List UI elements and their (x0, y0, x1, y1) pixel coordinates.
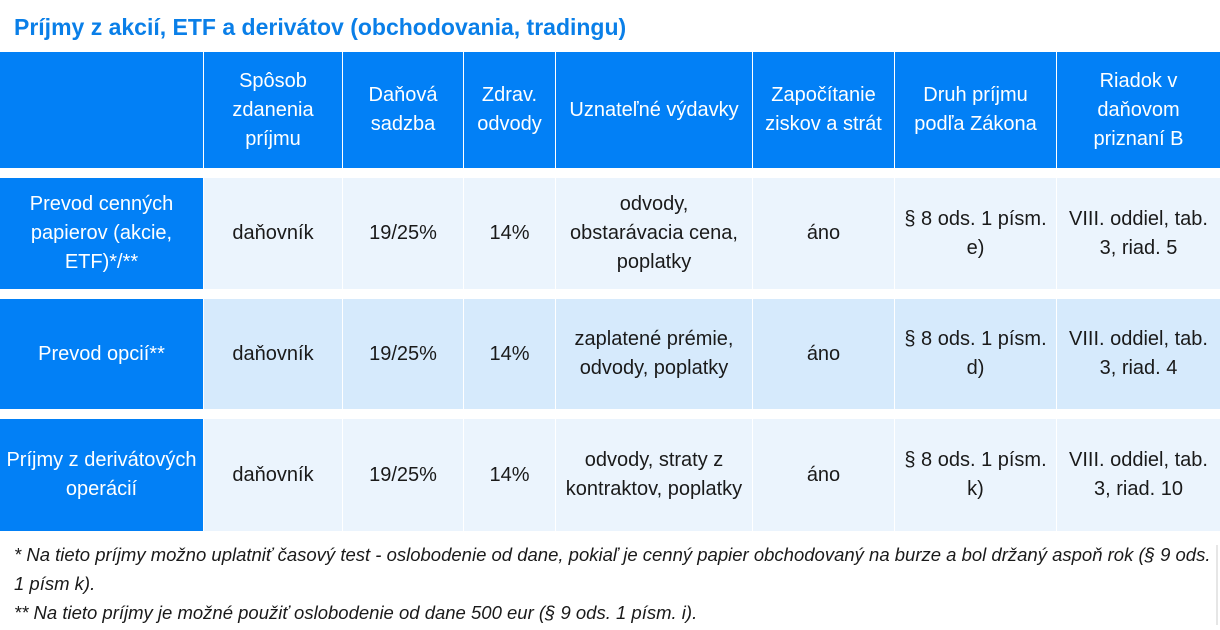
cell-tax-return-line: VIII. oddiel, tab. 3, riad. 4 (1057, 299, 1220, 409)
footnote-500-eur-exemption: ** Na tieto príjmy je možné použiť oslob… (14, 602, 698, 623)
table-header-row: Spôsob zdanenia príjmu Daňová sadzba Zdr… (0, 52, 1220, 168)
footnote-time-test: * Na tieto príjmy možno uplatniť časový … (14, 544, 1211, 594)
cell-income-type: § 8 ods. 1 písm. d) (895, 299, 1057, 409)
cell-tax-return-line: VIII. oddiel, tab. 3, riad. 5 (1057, 178, 1220, 289)
cell-profit-loss-offset: áno (753, 178, 895, 289)
cell-taxation-method: daňovník (204, 178, 343, 289)
header-tax-rate: Daňová sadzba (343, 52, 464, 168)
cell-deductible-expenses: odvody, obstarávacia cena, poplatky (556, 178, 753, 289)
row-label: Príjmy z derivátových operácií (0, 419, 204, 531)
header-health-contributions: Zdrav. odvody (464, 52, 556, 168)
cell-tax-rate: 19/25% (343, 419, 464, 531)
table-row: Prevod cenných papierov (akcie, ETF)*/**… (0, 178, 1220, 289)
cell-tax-rate: 19/25% (343, 299, 464, 409)
header-tax-return-line: Riadok v daňovom priznaní B (1057, 52, 1220, 168)
cell-taxation-method: daňovník (204, 299, 343, 409)
footnotes: * Na tieto príjmy možno uplatniť časový … (14, 540, 1214, 627)
cell-tax-rate: 19/25% (343, 178, 464, 289)
cell-health-contributions: 14% (464, 299, 556, 409)
cell-taxation-method: daňovník (204, 419, 343, 531)
header-income-type: Druh príjmu podľa Zákona (895, 52, 1057, 168)
header-empty (0, 52, 204, 168)
cell-income-type: § 8 ods. 1 písm. e) (895, 178, 1057, 289)
header-taxation-method: Spôsob zdanenia príjmu (204, 52, 343, 168)
cell-deductible-expenses: zaplatené prémie, odvody, poplatky (556, 299, 753, 409)
cell-health-contributions: 14% (464, 419, 556, 531)
cell-income-type: § 8 ods. 1 písm. k) (895, 419, 1057, 531)
header-deductible-expenses: Uznateľné výdavky (556, 52, 753, 168)
cell-tax-return-line: VIII. oddiel, tab. 3, riad. 10 (1057, 419, 1220, 531)
header-profit-loss-offset: Započítanie ziskov a strát (753, 52, 895, 168)
cell-deductible-expenses: odvody, straty z kontraktov, poplatky (556, 419, 753, 531)
cell-profit-loss-offset: áno (753, 419, 895, 531)
cell-profit-loss-offset: áno (753, 299, 895, 409)
divider (1216, 545, 1218, 625)
row-label: Prevod cenných papierov (akcie, ETF)*/** (0, 178, 204, 289)
table-row: Príjmy z derivátových operácií daňovník … (0, 419, 1220, 531)
cell-health-contributions: 14% (464, 178, 556, 289)
page-title: Príjmy z akcií, ETF a derivátov (obchodo… (14, 14, 627, 40)
row-label: Prevod opcií** (0, 299, 204, 409)
table-row: Prevod opcií** daňovník 19/25% 14% zapla… (0, 299, 1220, 409)
